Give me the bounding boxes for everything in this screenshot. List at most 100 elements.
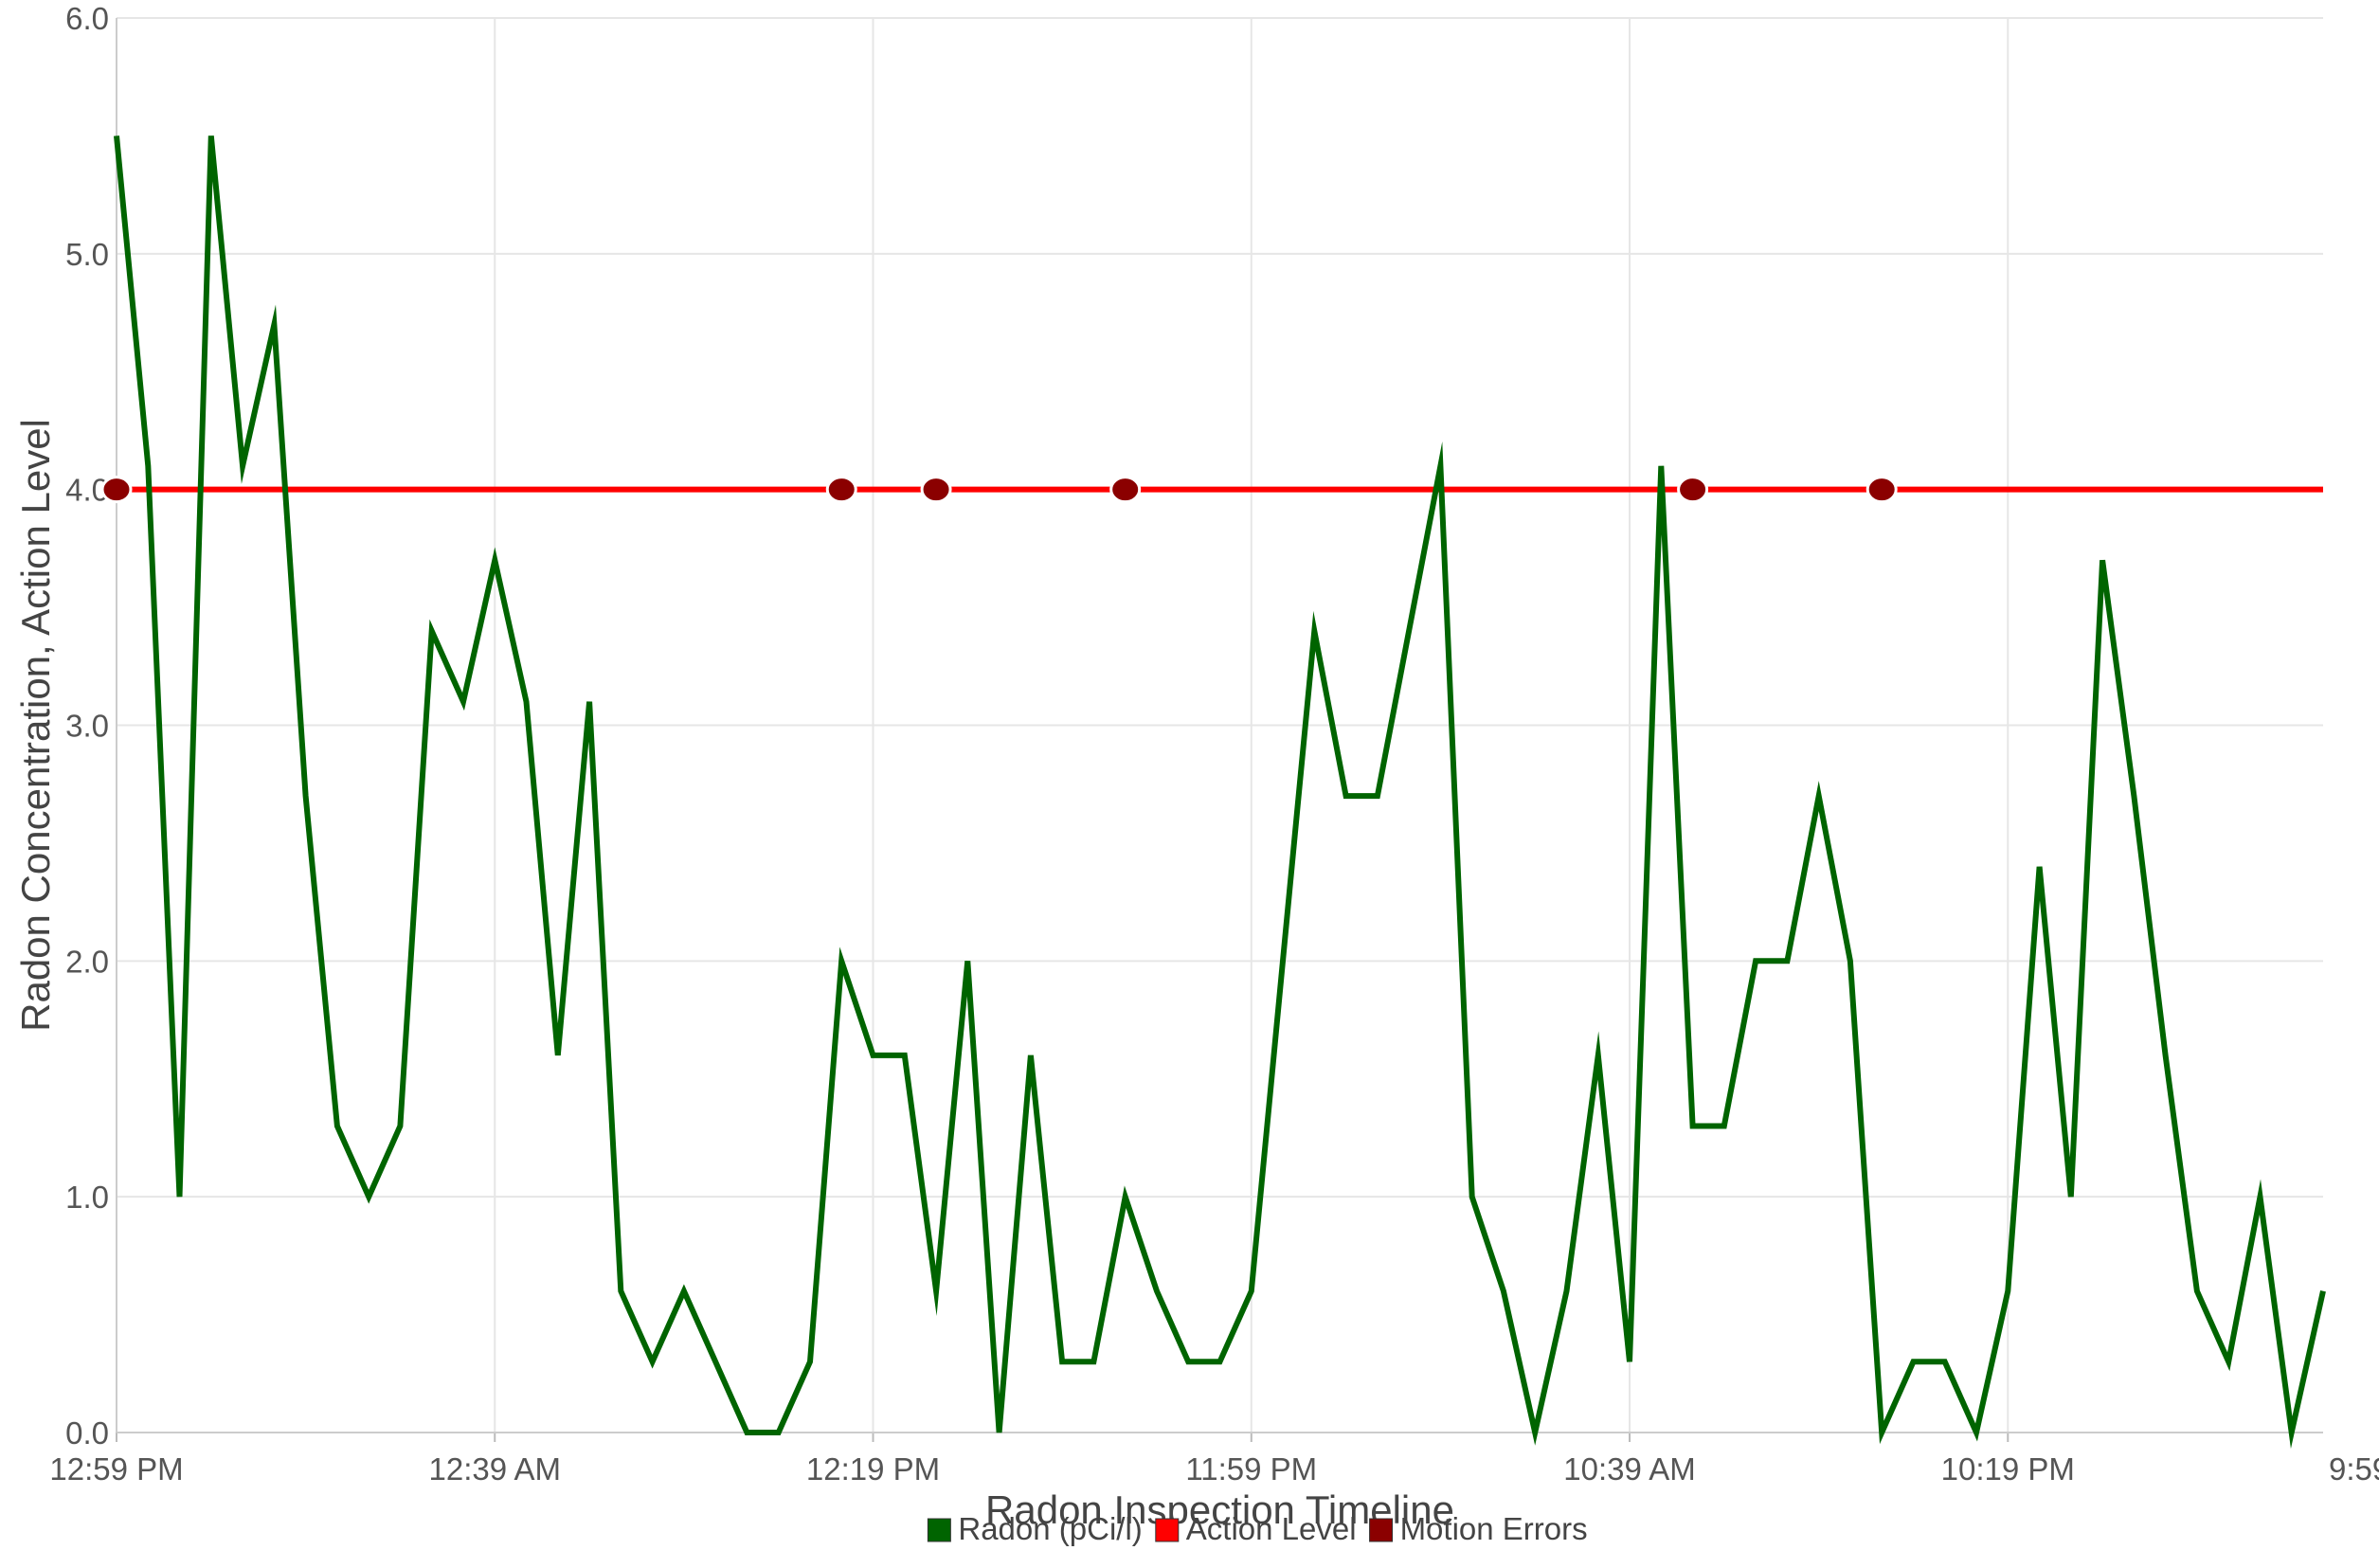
radon-point xyxy=(1847,958,1853,964)
radon-point xyxy=(303,793,309,799)
radon-point xyxy=(1973,1430,1979,1435)
radon-point xyxy=(1563,1289,1569,1294)
radon-point xyxy=(1501,1289,1506,1294)
radon-point xyxy=(2194,1289,2200,1294)
radon-point xyxy=(2289,1430,2295,1435)
radon-point xyxy=(2226,1359,2231,1364)
radon-point xyxy=(240,463,245,469)
radon-point xyxy=(586,699,592,705)
x-tick-label: 12:19 PM xyxy=(806,1451,940,1487)
legend-item: Radon (pCi/l) xyxy=(927,1511,1143,1546)
radon-point xyxy=(1123,1194,1128,1199)
radon-point xyxy=(712,1359,718,1364)
radon-point xyxy=(1532,1430,1538,1435)
motion-error-marker xyxy=(1109,476,1142,504)
radon-point xyxy=(776,1430,782,1435)
radon-point xyxy=(1942,1359,1948,1364)
radon-point xyxy=(460,699,466,705)
grid-layer xyxy=(116,17,2323,1433)
radon-point xyxy=(271,321,277,327)
radon-point xyxy=(1059,1359,1065,1364)
radon-point xyxy=(1343,793,1349,799)
x-tick-label: 10:19 PM xyxy=(1941,1451,2075,1487)
radon-point xyxy=(681,1289,687,1294)
radon-point xyxy=(429,628,435,634)
radon-point xyxy=(1406,628,1412,634)
y-axis-title: Radon Concentration, Action Level xyxy=(13,419,58,1032)
radon-point xyxy=(1627,1359,1632,1364)
legend-swatch xyxy=(1155,1518,1180,1542)
motion-error-marker xyxy=(825,476,857,504)
series-layer xyxy=(100,133,2326,1450)
radon-point xyxy=(997,1430,1002,1435)
radon-point xyxy=(1784,958,1790,964)
radon-point xyxy=(871,1053,876,1058)
legend-label: Radon (pCi/l) xyxy=(958,1511,1142,1546)
radon-point xyxy=(1658,463,1664,469)
radon-point xyxy=(1753,958,1758,964)
radon-point xyxy=(208,133,214,138)
y-tick-label: 2.0 xyxy=(65,944,109,979)
radon-series-line xyxy=(114,135,2326,1450)
radon-point xyxy=(2320,1289,2326,1294)
radon-point xyxy=(2131,793,2136,799)
radon-point xyxy=(933,1289,939,1294)
axis-layer: 0.01.02.03.04.05.06.012:59 PM 12:39 AM 12:… xyxy=(49,1,2379,1487)
motion-error-marker xyxy=(1865,476,1898,504)
radon-point xyxy=(114,133,119,138)
radon-point xyxy=(1595,1053,1601,1058)
legend-label: Motion Errors xyxy=(1400,1511,1588,1546)
radon-point xyxy=(618,1289,623,1294)
radon-point xyxy=(177,1194,183,1199)
y-tick-label: 3.0 xyxy=(65,709,109,744)
radon-point xyxy=(1280,958,1286,964)
radon-point xyxy=(1028,1053,1034,1058)
radon-point xyxy=(838,958,844,964)
radon-point xyxy=(524,699,530,705)
motion-error-marker xyxy=(100,476,133,504)
x-tick-label: 9:59 AM xyxy=(2329,1451,2379,1487)
legend-swatch xyxy=(1369,1518,1394,1542)
legend-swatch xyxy=(927,1518,951,1542)
radon-point xyxy=(744,1430,749,1435)
y-tick-label: 5.0 xyxy=(65,237,109,272)
radon-point xyxy=(1690,1124,1696,1129)
radon-point xyxy=(1311,628,1317,634)
radon-point xyxy=(1469,1194,1475,1199)
radon-point xyxy=(1910,1359,1916,1364)
radon-point xyxy=(1437,463,1443,469)
radon-point xyxy=(964,958,970,964)
legend-item: Motion Errors xyxy=(1369,1511,1588,1546)
radon-point xyxy=(650,1359,656,1364)
radon-point xyxy=(2163,1053,2169,1058)
y-tick-label: 6.0 xyxy=(65,1,109,36)
legend-item: Action Level xyxy=(1155,1511,1357,1546)
radon-point xyxy=(2257,1194,2262,1199)
legend: Radon (pCi/l) Action Level Motion Errors xyxy=(927,1511,1588,1546)
motion-error-marker xyxy=(920,476,952,504)
legend-label: Action Level xyxy=(1186,1511,1357,1546)
radon-point xyxy=(1375,793,1380,799)
radon-point xyxy=(397,1124,403,1129)
radon-point xyxy=(1879,1430,1884,1435)
radon-point xyxy=(902,1053,908,1058)
x-tick-label: 11:59 PM xyxy=(1185,1451,1317,1487)
radon-point xyxy=(1249,1289,1254,1294)
radon-point xyxy=(366,1194,371,1199)
radon-point xyxy=(2037,864,2043,870)
radon-point xyxy=(2100,557,2105,563)
radon-point xyxy=(555,1053,561,1058)
label-layer: Radon Inspection Timeline Radon Concentr… xyxy=(13,419,1454,1532)
radon-point xyxy=(807,1359,813,1364)
y-tick-label: 1.0 xyxy=(65,1180,109,1215)
radon-point xyxy=(1217,1359,1223,1364)
radon-point xyxy=(1154,1289,1160,1294)
radon-point xyxy=(334,1124,340,1129)
radon-point xyxy=(145,463,151,469)
x-tick-label: 12:39 AM xyxy=(429,1451,561,1487)
radon-point xyxy=(492,557,497,563)
radon-point xyxy=(1816,793,1822,799)
x-tick-label: 12:59 PM xyxy=(49,1451,183,1487)
